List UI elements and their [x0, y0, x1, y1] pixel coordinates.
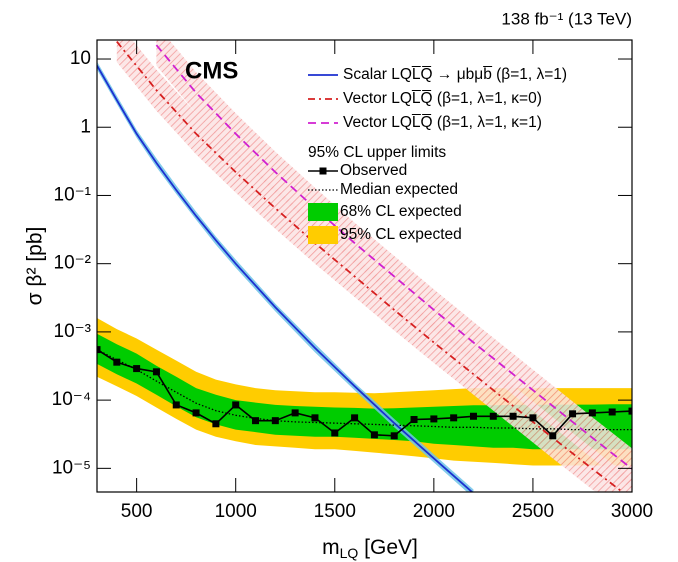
- theory-band: [156, 40, 632, 490]
- x-tick-label: 2500: [512, 501, 554, 522]
- observed-marker: [549, 432, 557, 440]
- observed-marker: [628, 407, 632, 415]
- y-tick-label: 10⁻⁴: [52, 389, 91, 410]
- observed-marker: [608, 408, 616, 416]
- observed-marker: [232, 401, 240, 409]
- experiment-label: CMS: [185, 57, 238, 84]
- y-tick-label: 1: [80, 116, 91, 137]
- observed-marker: [450, 414, 458, 422]
- x-tick-label: 1000: [215, 501, 257, 522]
- y-tick-label: 10⁻⁵: [52, 457, 91, 478]
- observed-marker: [152, 368, 160, 376]
- observed-marker: [351, 414, 359, 422]
- y-tick-label: 10⁻¹: [54, 184, 92, 205]
- observed-marker: [192, 409, 200, 417]
- observed-marker: [311, 414, 319, 422]
- legend-label: Vector LQL̅Q̅ (β=1, λ=1, κ=1): [343, 114, 542, 131]
- observed-marker: [252, 417, 260, 425]
- observed-marker: [271, 417, 279, 425]
- observed-marker: [489, 412, 497, 420]
- x-tick-label: 2000: [413, 501, 455, 522]
- observed-marker: [529, 414, 537, 422]
- legend-label: Median expected: [340, 181, 458, 198]
- lumi-label: 138 fb⁻¹ (13 TeV): [501, 9, 632, 28]
- plot-area: [97, 40, 632, 492]
- x-axis-label-sub: LQ: [340, 545, 359, 561]
- legend-swatch: [319, 167, 327, 175]
- observed-marker: [430, 415, 438, 423]
- y-tick-label: 10⁻²: [54, 253, 92, 274]
- theory-line: [97, 65, 474, 492]
- x-tick-label: 1500: [314, 501, 356, 522]
- observed-marker: [172, 401, 180, 409]
- observed-marker: [97, 346, 101, 354]
- observed-marker: [212, 420, 220, 428]
- x-tick-label: 500: [121, 501, 153, 522]
- observed-marker: [410, 415, 418, 423]
- legend: Scalar LQL̅Q̅ → μbμb̅ (β=1, λ=1) Vector L…: [308, 66, 567, 244]
- observed-marker: [291, 409, 299, 417]
- y-axis-label: σ β² [pb]: [24, 227, 47, 306]
- frame: [96, 39, 633, 493]
- legend-label: 68% CL expected: [340, 203, 462, 220]
- observed-marker: [370, 431, 378, 439]
- observed-marker: [133, 365, 141, 373]
- legend-label: Scalar LQL̅Q̅ → μbμb̅ (β=1, λ=1): [343, 66, 567, 83]
- observed-marker: [588, 409, 596, 417]
- legend-label: Vector LQL̅Q̅ (β=1, λ=1, κ=0): [343, 90, 542, 107]
- legend-label: 95% CL expected: [340, 226, 462, 243]
- y-tick-label: 10: [70, 48, 91, 69]
- legend-label: Observed: [340, 162, 407, 179]
- legend-swatch: [308, 203, 338, 221]
- observed-marker: [469, 412, 477, 420]
- x-axis-label-main: m: [322, 536, 340, 559]
- theory-line: [116, 41, 624, 492]
- observed-line: [97, 348, 632, 437]
- observed-marker: [569, 410, 577, 418]
- y-tick-label: 10⁻³: [54, 321, 92, 342]
- observed-marker: [390, 432, 398, 440]
- x-axis-label: mLQ [GeV]: [322, 536, 418, 561]
- legend-swatch: [308, 226, 338, 244]
- axes: 500 1000 1500 2000 2500 3000 10 1 10⁻¹ 10⁻² 10⁻³ 10…: [52, 40, 653, 522]
- legend-heading: 95% CL upper limits: [308, 144, 446, 161]
- observed-marker: [509, 412, 517, 420]
- expected-band: [97, 333, 632, 450]
- x-tick-label: 3000: [611, 501, 653, 522]
- x-axis-label-unit: [GeV]: [358, 536, 418, 559]
- theory-line: [155, 44, 632, 470]
- observed-marker: [113, 358, 121, 366]
- observed-marker: [331, 429, 339, 437]
